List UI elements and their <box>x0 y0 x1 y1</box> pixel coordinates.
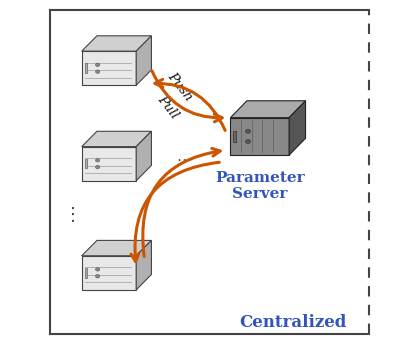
Polygon shape <box>136 36 151 85</box>
Circle shape <box>246 139 251 144</box>
Polygon shape <box>136 240 151 290</box>
Polygon shape <box>82 147 136 181</box>
Circle shape <box>96 275 100 278</box>
Polygon shape <box>289 101 305 155</box>
Polygon shape <box>82 36 151 51</box>
Polygon shape <box>82 51 136 85</box>
Polygon shape <box>82 240 151 256</box>
Circle shape <box>246 129 251 133</box>
Polygon shape <box>85 63 87 73</box>
Circle shape <box>96 70 100 73</box>
Text: Centralized: Centralized <box>240 314 347 331</box>
Text: Pull: Pull <box>155 93 181 122</box>
Polygon shape <box>230 101 305 118</box>
Polygon shape <box>82 131 151 147</box>
Text: Parameter
Server: Parameter Server <box>215 170 305 201</box>
Text: ⋯: ⋯ <box>177 153 192 168</box>
Circle shape <box>96 63 100 66</box>
Circle shape <box>96 268 100 271</box>
Circle shape <box>96 165 100 169</box>
Polygon shape <box>136 131 151 181</box>
Polygon shape <box>230 118 289 155</box>
Text: Push: Push <box>165 70 195 104</box>
Text: ⋮: ⋮ <box>65 206 82 224</box>
Polygon shape <box>82 256 136 290</box>
Circle shape <box>96 159 100 162</box>
Polygon shape <box>233 131 236 142</box>
Polygon shape <box>85 268 87 278</box>
Polygon shape <box>85 159 87 168</box>
